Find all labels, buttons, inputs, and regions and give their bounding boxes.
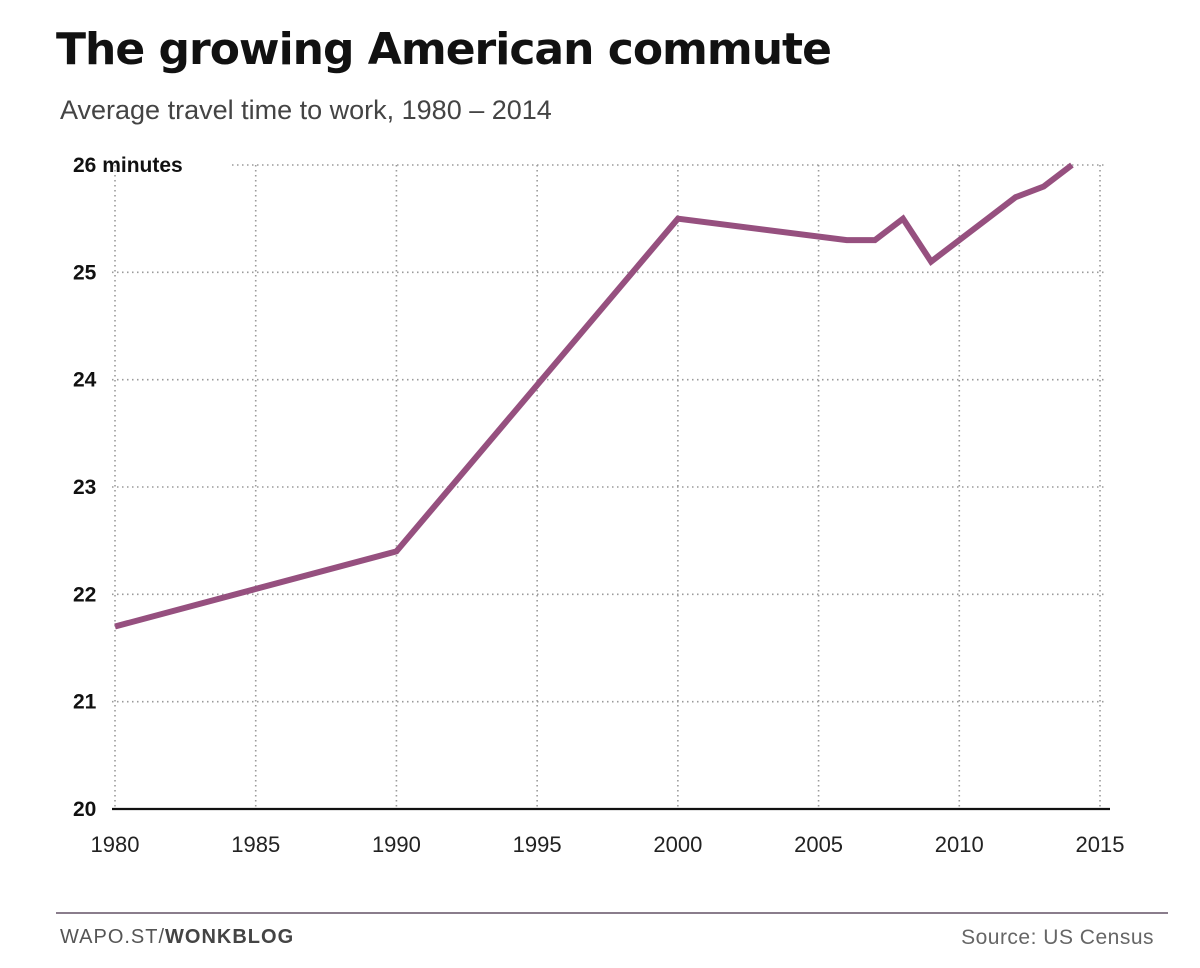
x-tick-label: 2010 bbox=[935, 832, 984, 857]
y-tick-label: 24 bbox=[73, 369, 97, 392]
x-tick-label: 1985 bbox=[231, 832, 280, 857]
y-tick-label: 22 bbox=[73, 583, 96, 606]
x-tick-label: 2015 bbox=[1076, 832, 1125, 857]
x-tick-label: 2000 bbox=[653, 832, 702, 857]
footer-credit-prefix: WAPO.ST/ bbox=[60, 926, 166, 948]
footer-credit[interactable]: WAPO.ST/WONKBLOG bbox=[60, 926, 294, 949]
y-tick-label: 25 bbox=[73, 261, 97, 284]
tick-label-layer: 20 21 22 23 24 25 26 minutes 1980 1985 1990 1995 20… bbox=[73, 154, 1124, 857]
chart-subtitle: Average travel time to work, 1980 – 2014 bbox=[60, 95, 552, 125]
y-tick-label: 26 minutes bbox=[73, 154, 183, 177]
series-layer bbox=[114, 162, 1074, 630]
y-tick-label: 21 bbox=[73, 691, 97, 714]
grid-layer bbox=[112, 164, 1105, 809]
chart-title: The growing American commute bbox=[56, 24, 832, 75]
footer-divider bbox=[56, 912, 1168, 914]
y-tick-label: 20 bbox=[73, 798, 96, 821]
x-tick-label: 2005 bbox=[794, 832, 843, 857]
line-chart: 20 21 22 23 24 25 26 minutes 1980 1985 1990 1995 20… bbox=[73, 154, 1124, 857]
footer-credit-brand: WONKBLOG bbox=[165, 926, 295, 948]
x-tick-label: 1995 bbox=[513, 832, 562, 857]
source-note: Source: US Census bbox=[961, 926, 1154, 949]
series-line bbox=[114, 162, 1074, 630]
x-tick-label: 1990 bbox=[372, 832, 421, 857]
x-tick-label: 1980 bbox=[91, 832, 140, 857]
y-tick-label: 23 bbox=[73, 476, 96, 499]
